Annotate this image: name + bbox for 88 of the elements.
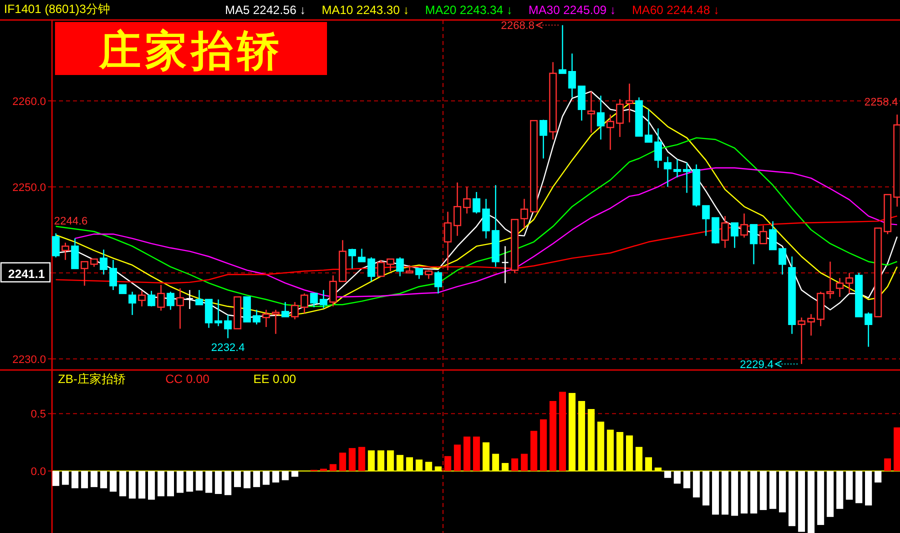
y-tick-label: 2250.0	[12, 182, 46, 194]
bar	[769, 471, 776, 509]
bar	[205, 471, 212, 493]
annotation: 2232.4	[211, 342, 245, 354]
bar	[348, 448, 356, 472]
bar	[520, 454, 528, 472]
text: 2241.1	[8, 266, 46, 281]
bar	[196, 471, 203, 491]
bar	[540, 419, 547, 472]
bar	[559, 392, 566, 472]
bar	[90, 471, 98, 488]
bar	[463, 436, 470, 472]
bar	[454, 444, 461, 472]
bar	[740, 471, 748, 514]
bar	[444, 456, 452, 472]
bar	[874, 471, 882, 482]
bar	[100, 471, 108, 488]
bar	[320, 468, 327, 472]
bar	[138, 471, 146, 499]
bar	[826, 471, 834, 517]
bar	[530, 430, 538, 472]
annotation: 2268.8	[500, 20, 535, 32]
bar	[473, 436, 480, 472]
annotation: 2258.4	[864, 96, 898, 109]
bar	[291, 471, 298, 477]
bar	[731, 471, 738, 516]
bar	[817, 471, 824, 525]
bar	[664, 471, 672, 478]
bar	[674, 471, 681, 484]
bar	[72, 471, 78, 488]
bar	[52, 471, 60, 486]
bar	[760, 471, 767, 510]
bar	[282, 471, 289, 480]
bar	[81, 471, 88, 488]
bar	[855, 471, 862, 504]
bar	[702, 471, 710, 506]
text: MA30 2245.09 ↓	[528, 3, 616, 17]
bar	[712, 471, 719, 515]
y-tick-label: 0.0	[30, 466, 46, 478]
bar	[750, 471, 758, 514]
bar	[778, 471, 786, 512]
bar	[692, 471, 700, 498]
bar	[884, 458, 892, 472]
bar	[894, 427, 900, 472]
annotation: CC 0.00	[165, 372, 210, 386]
bar	[119, 471, 126, 496]
chart-title: ZB-庄家抬轿	[58, 372, 126, 386]
chart-title: 庄家抬轿	[98, 27, 283, 74]
bar	[846, 471, 853, 500]
bar	[128, 471, 136, 499]
bar	[808, 471, 815, 533]
bar	[550, 400, 556, 472]
bar	[798, 471, 805, 532]
bar	[186, 471, 194, 492]
bar	[788, 471, 796, 526]
bar	[244, 471, 250, 488]
bar	[683, 471, 690, 488]
annotation: EE 0.00	[253, 372, 296, 386]
bar	[358, 446, 366, 472]
bar	[511, 458, 518, 472]
bar	[262, 471, 270, 485]
bar	[158, 471, 164, 496]
bar	[110, 471, 117, 492]
line-series	[55, 137, 898, 307]
bar	[272, 471, 280, 482]
bar	[836, 471, 844, 509]
y-tick-label: 2230.0	[12, 354, 46, 366]
bar	[62, 471, 69, 485]
text: MA5 2242.56 ↓	[225, 3, 306, 17]
bar	[176, 471, 184, 493]
bar	[253, 471, 260, 488]
annotation: 2229.4	[740, 358, 774, 371]
bar	[330, 464, 337, 472]
bar	[214, 471, 222, 494]
annotation: 2244.6	[54, 215, 88, 228]
bar	[167, 471, 174, 496]
bar	[722, 471, 728, 515]
bar	[224, 471, 232, 496]
text: MA60 2244.48 ↓	[632, 3, 720, 17]
bar	[234, 471, 241, 488]
y-tick-label: 2260.0	[12, 96, 46, 108]
chart-subtitle: IF1401 (8601)3分钟	[4, 2, 110, 16]
bar	[865, 471, 872, 506]
text: MA20 2243.34 ↓	[425, 3, 513, 17]
bar	[339, 452, 346, 472]
bar	[148, 471, 155, 500]
text: MA10 2243.30 ↓	[322, 3, 410, 17]
y-tick-label: 0.5	[30, 408, 46, 421]
